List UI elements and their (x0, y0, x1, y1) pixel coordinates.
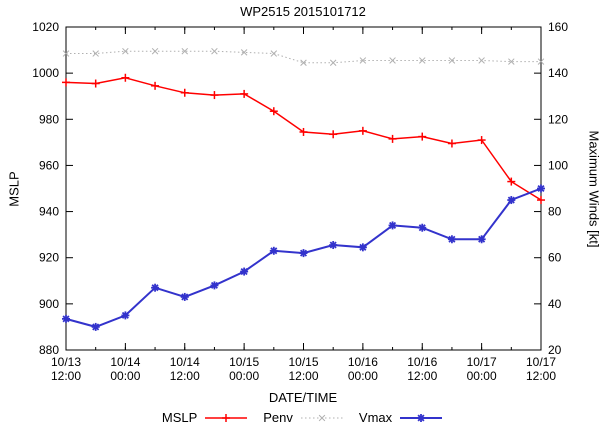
svg-text:10/13: 10/13 (51, 355, 81, 369)
svg-text:20: 20 (548, 343, 562, 357)
legend-item-vmax: Vmax (359, 410, 444, 425)
left-axis-label: MSLP (6, 171, 22, 207)
chart-title: WP2515 2015101712 (240, 4, 366, 19)
svg-text:10/16: 10/16 (407, 355, 437, 369)
svg-text:00:00: 00:00 (467, 369, 497, 383)
svg-text:00:00: 00:00 (229, 369, 259, 383)
svg-text:12:00: 12:00 (407, 369, 437, 383)
svg-text:960: 960 (39, 158, 59, 172)
legend-label-penv: Penv (263, 410, 293, 425)
svg-text:60: 60 (548, 251, 562, 265)
svg-text:12:00: 12:00 (170, 369, 200, 383)
legend-item-mslp: MSLP (162, 410, 249, 425)
svg-text:140: 140 (548, 66, 568, 80)
svg-text:12:00: 12:00 (288, 369, 318, 383)
svg-text:920: 920 (39, 251, 59, 265)
svg-text:10/15: 10/15 (288, 355, 318, 369)
svg-text:10/17: 10/17 (467, 355, 497, 369)
svg-text:900: 900 (39, 297, 59, 311)
svg-text:1000: 1000 (32, 66, 59, 80)
svg-text:10/14: 10/14 (110, 355, 140, 369)
legend-sample-penv (300, 414, 343, 421)
svg-text:10/16: 10/16 (348, 355, 378, 369)
svg-text:12:00: 12:00 (51, 369, 81, 383)
svg-text:00:00: 00:00 (110, 369, 140, 383)
svg-text:980: 980 (39, 112, 59, 126)
legend-label-mslp: MSLP (161, 410, 198, 425)
legend-sample-vmax (400, 413, 443, 422)
x-axis-label: DATE/TIME (268, 390, 338, 405)
svg-text:40: 40 (548, 297, 562, 311)
legend-item-penv: Penv (263, 410, 345, 425)
right-axis-label: Maximum Winds [kt] (586, 130, 602, 248)
svg-text:100: 100 (548, 158, 568, 172)
legend-sample-mslp (205, 413, 248, 422)
svg-text:940: 940 (39, 205, 59, 219)
svg-text:120: 120 (548, 112, 568, 126)
svg-text:10/14: 10/14 (170, 355, 200, 369)
svg-text:10/17: 10/17 (526, 355, 556, 369)
svg-text:00:00: 00:00 (348, 369, 378, 383)
svg-text:1020: 1020 (32, 20, 59, 34)
svg-text:160: 160 (548, 20, 568, 34)
svg-text:880: 880 (39, 343, 59, 357)
legend-label-vmax: Vmax (358, 410, 393, 425)
svg-text:80: 80 (548, 205, 562, 219)
legend: MSLP Penv Vmax (0, 410, 606, 425)
svg-text:10/15: 10/15 (229, 355, 259, 369)
svg-text:12:00: 12:00 (526, 369, 556, 383)
